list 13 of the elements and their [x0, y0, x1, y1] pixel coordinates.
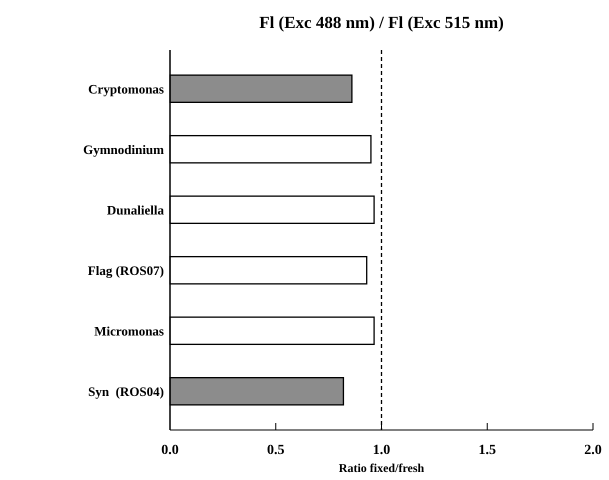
x-tick-label: 2.0 — [584, 443, 602, 458]
chart-title: Fl (Exc 488 nm) / Fl (Exc 515 nm) — [259, 13, 504, 32]
y-tick-label: Cryptomonas — [88, 81, 164, 96]
x-axis-title: Ratio fixed/fresh — [338, 461, 425, 475]
x-tick-label: 1.0 — [372, 443, 390, 458]
x-tick-label: 0.5 — [267, 443, 284, 458]
y-tick-label: Gymnodinium — [83, 142, 164, 157]
y-tick-label: Flag (ROS07) — [88, 262, 164, 278]
x-tick-label: 0.0 — [161, 443, 179, 458]
y-tick-label: Micromonas — [94, 323, 164, 338]
y-tick-label: Syn (ROS04) — [88, 384, 164, 399]
y-tick-label: Dunaliella — [106, 202, 164, 218]
x-tick-label: 1.5 — [478, 443, 496, 458]
